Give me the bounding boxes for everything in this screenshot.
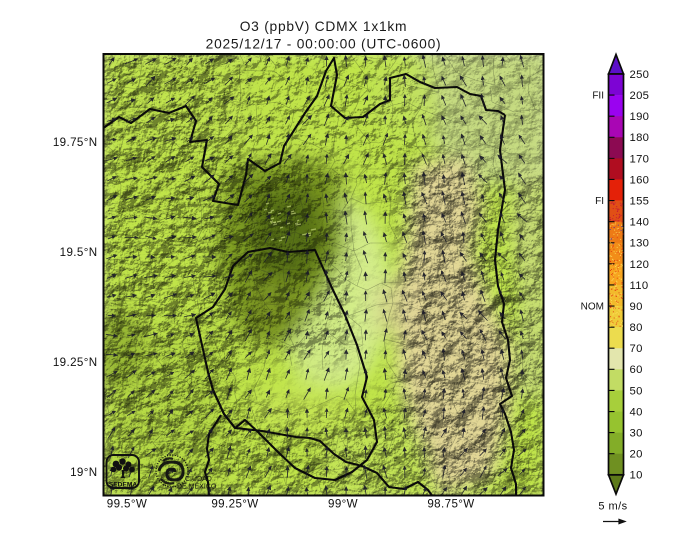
svg-text:19°N: 19°N <box>70 466 97 479</box>
svg-text:130: 130 <box>630 238 650 250</box>
svg-text:60: 60 <box>630 364 643 376</box>
svg-text:140: 140 <box>630 217 650 229</box>
svg-text:90: 90 <box>630 301 643 313</box>
svg-text:99.25°W: 99.25°W <box>211 498 258 511</box>
svg-text:DE MÉXICO: DE MÉXICO <box>177 482 217 491</box>
svg-text:NOM: NOM <box>581 302 604 313</box>
svg-text:160: 160 <box>630 174 650 186</box>
svg-text:30: 30 <box>630 428 643 440</box>
svg-text:FI: FI <box>595 196 604 207</box>
svg-text:19.5°N: 19.5°N <box>60 246 98 259</box>
svg-text:190: 190 <box>630 111 650 123</box>
svg-text:50: 50 <box>630 385 643 397</box>
svg-text:5 m/s: 5 m/s <box>598 501 627 513</box>
svg-text:80: 80 <box>630 322 643 334</box>
svg-text:99.5°W: 99.5°W <box>107 498 147 511</box>
svg-text:110: 110 <box>630 280 649 292</box>
svg-text:19.25°N: 19.25°N <box>53 356 98 369</box>
svg-text:10: 10 <box>630 470 643 482</box>
svg-text:O3 (ppbV) CDMX 1x1km: O3 (ppbV) CDMX 1x1km <box>240 19 408 34</box>
svg-text:98.75°W: 98.75°W <box>427 498 474 511</box>
svg-text:120: 120 <box>630 259 650 271</box>
svg-text:19.75°N: 19.75°N <box>53 136 98 149</box>
svg-text:FII: FII <box>592 91 604 102</box>
svg-text:180: 180 <box>630 132 650 144</box>
svg-text:40: 40 <box>630 406 643 418</box>
svg-text:170: 170 <box>630 153 650 165</box>
svg-text:99°W: 99°W <box>328 498 358 511</box>
svg-text:205: 205 <box>630 90 650 102</box>
svg-text:20: 20 <box>630 449 643 461</box>
svg-text:SEDEMA: SEDEMA <box>109 482 137 489</box>
svg-text:155: 155 <box>630 196 650 208</box>
svg-text:70: 70 <box>630 343 643 355</box>
svg-text:2025/12/17 - 00:00:00 (UTC-060: 2025/12/17 - 00:00:00 (UTC-0600) <box>206 36 442 51</box>
svg-text:CIUDAD: CIUDAD <box>185 476 212 483</box>
svg-text:250: 250 <box>630 69 650 81</box>
